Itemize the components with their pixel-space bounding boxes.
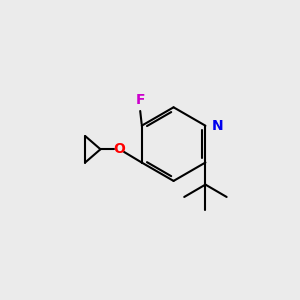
Text: O: O	[114, 142, 125, 156]
Text: F: F	[136, 93, 145, 106]
Text: N: N	[212, 119, 224, 133]
